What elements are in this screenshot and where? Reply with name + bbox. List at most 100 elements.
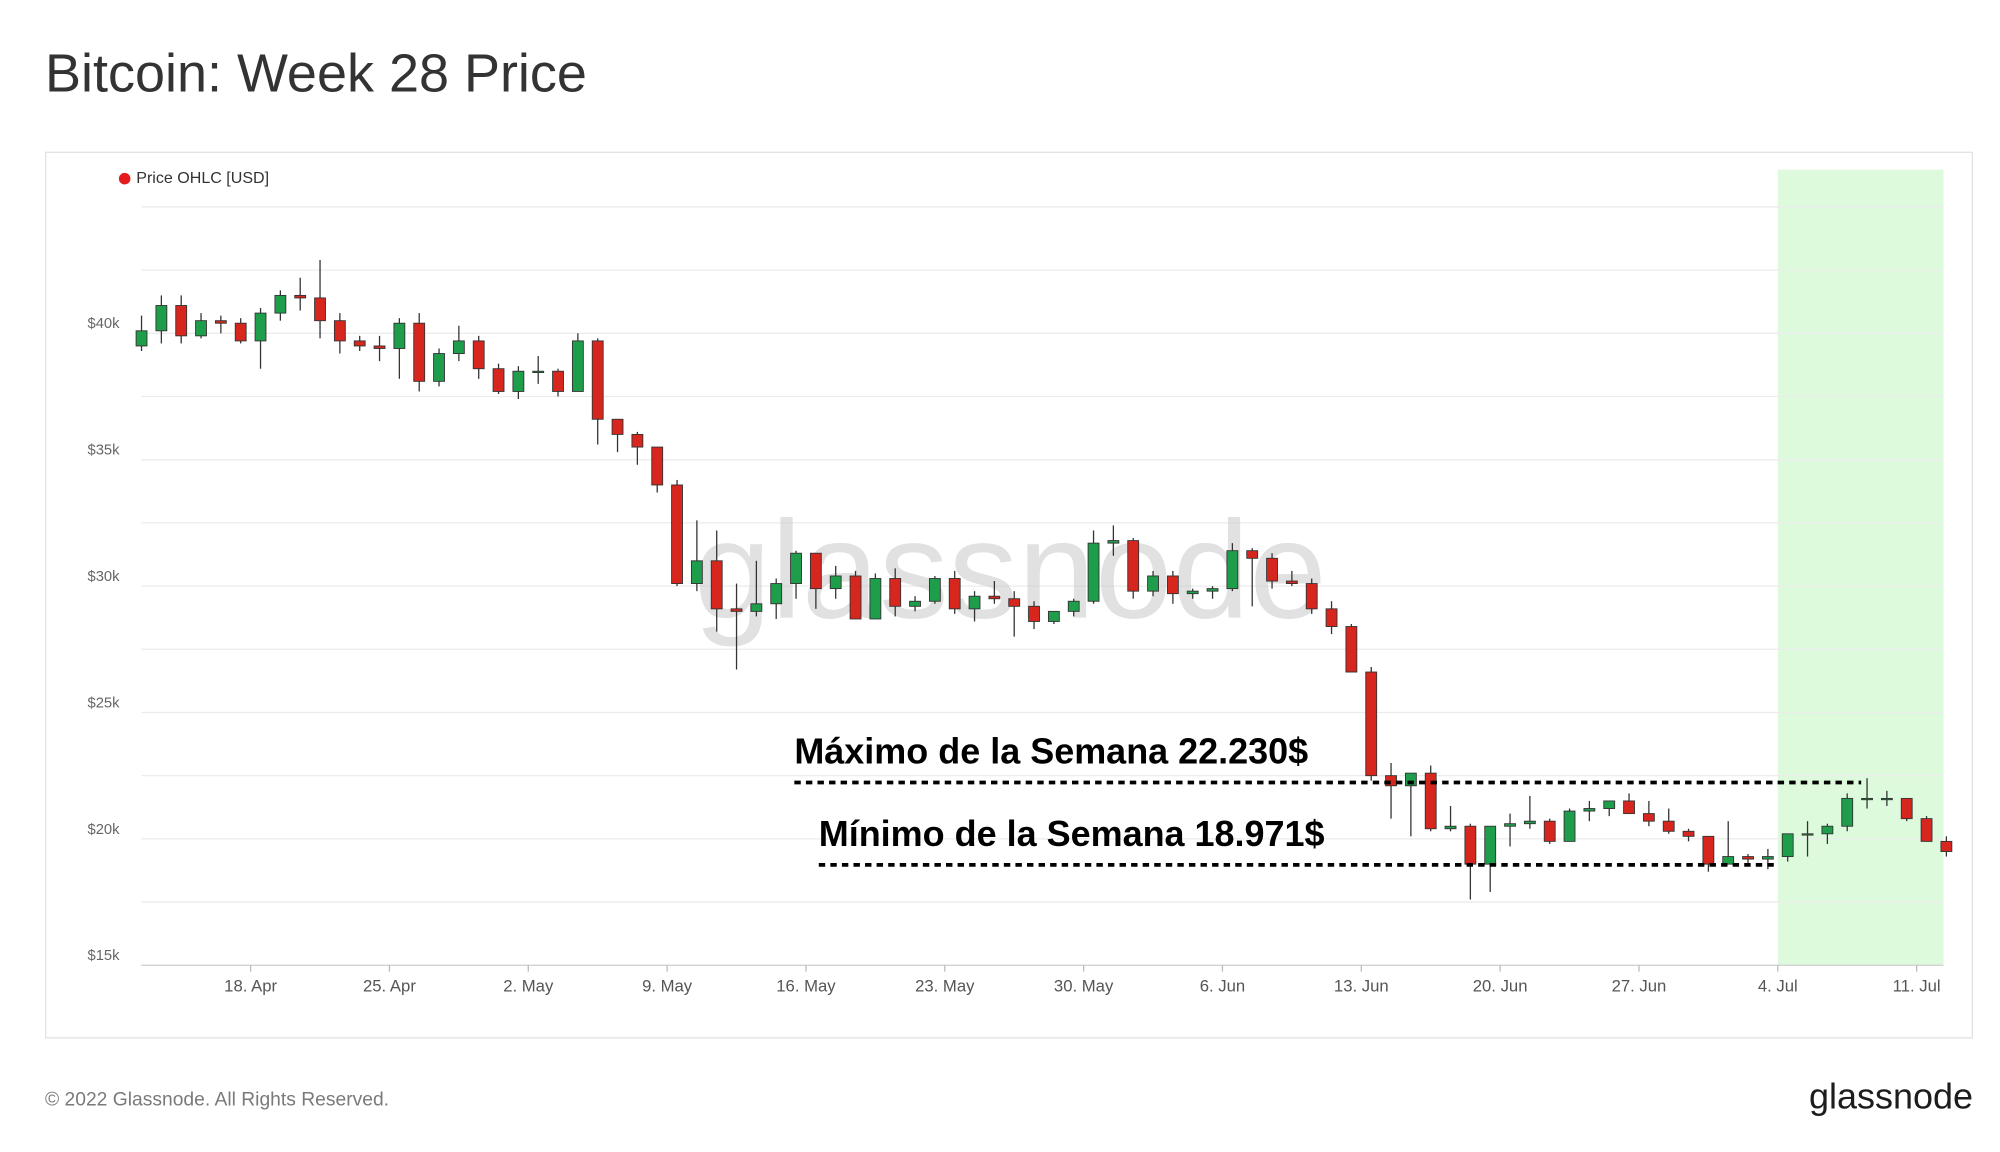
x-tick-label: 11. Jul (1893, 977, 1941, 996)
logo: glassnode (1809, 1075, 1973, 1116)
legend-dot (118, 172, 131, 185)
candle-body (214, 320, 227, 324)
candle-body (413, 322, 426, 382)
candle-body (1603, 800, 1616, 809)
candle-body (1900, 797, 1913, 820)
candle-body (333, 320, 346, 342)
highlight-band (1777, 169, 1944, 966)
candle-body (274, 294, 287, 314)
candle-body (1702, 835, 1715, 865)
candle-body (1583, 808, 1596, 812)
candle-body (1166, 575, 1179, 595)
y-tick-label: $35k (88, 443, 121, 459)
candle-body (314, 297, 326, 322)
annotation-label: Mínimo de la Semana 18.971$ (819, 813, 1325, 854)
candle-body (1543, 820, 1556, 842)
candle-body (353, 340, 366, 347)
candle-body (1722, 856, 1735, 865)
candle-body (1424, 772, 1437, 830)
candle-body (1067, 600, 1080, 612)
candle-body (869, 578, 882, 620)
candle-body (175, 305, 188, 337)
candle-body (928, 578, 941, 602)
candle-body (1801, 833, 1814, 836)
candle-body (710, 560, 723, 610)
candle-body (1504, 823, 1516, 827)
candle-body (512, 370, 525, 392)
annotation-label: Máximo de la Semana 22.230$ (794, 731, 1308, 772)
candle-body (1365, 671, 1378, 777)
candle-body (1623, 800, 1635, 815)
candle-body (1642, 813, 1655, 822)
candle-body (155, 305, 168, 332)
candle-body (135, 330, 148, 347)
candle-body (1186, 590, 1199, 595)
y-tick-label: $40k (88, 316, 121, 332)
candle-body (393, 322, 406, 349)
candle-body (294, 294, 307, 299)
candle-body (790, 552, 802, 585)
candle-body (1047, 610, 1060, 622)
footer: © 2022 Glassnode. All Rights Reserved. (45, 1089, 389, 1110)
x-tick-label: 18. Apr (224, 977, 277, 996)
candle-body (552, 370, 564, 392)
candle-body (472, 340, 485, 370)
candle-body (532, 370, 545, 373)
candle-body (571, 340, 584, 392)
chart-title: Bitcoin: Week 28 Price (45, 43, 587, 103)
y-tick-label: $25k (88, 695, 121, 711)
candle-body (1266, 557, 1278, 582)
candle-body (1484, 825, 1497, 865)
candle-body (1107, 540, 1120, 544)
candle-body (195, 320, 207, 337)
candle-body (1285, 580, 1298, 585)
candle-body (1246, 550, 1259, 559)
y-tick-label: $15k (88, 948, 121, 964)
candle-body (1861, 797, 1873, 801)
candle-body (1662, 820, 1675, 832)
candle-body (1147, 575, 1159, 592)
y-tick-label: $20k (88, 822, 121, 838)
candle-body (1523, 820, 1536, 825)
candle-body (631, 433, 644, 448)
candle-body (1841, 797, 1854, 827)
candle-body (730, 608, 743, 612)
candle-body (254, 312, 267, 342)
candle-body (889, 578, 902, 607)
candle-body (1325, 608, 1338, 627)
candle-body (968, 595, 981, 610)
candle-body (1008, 598, 1021, 607)
candle-body (1087, 542, 1100, 602)
candle-body (849, 575, 862, 620)
candle-body (1305, 583, 1318, 610)
y-tick-label: $30k (88, 569, 121, 585)
x-tick-label: 13. Jun (1334, 977, 1389, 996)
candle-body (433, 353, 445, 382)
x-tick-label: 9. May (642, 977, 693, 996)
candle-body (1028, 605, 1040, 622)
candle-body (1920, 818, 1933, 842)
x-tick-label: 4. Jul (1758, 977, 1798, 996)
x-tick-label: 20. Jun (1473, 977, 1528, 996)
x-tick-label: 27. Jun (1612, 977, 1667, 996)
candle-body (1206, 588, 1219, 592)
candle-body (948, 578, 961, 610)
candle-body (690, 560, 703, 585)
candle-body (829, 575, 842, 590)
x-tick-label: 6. Jun (1200, 977, 1245, 996)
candle-body (1880, 797, 1893, 801)
candle-body (1940, 840, 1953, 852)
candle-body (1742, 856, 1754, 860)
candle-body (1761, 856, 1774, 860)
candle-body (1226, 550, 1239, 590)
x-tick-label: 23. May (915, 977, 975, 996)
candle-body (1464, 825, 1477, 865)
x-tick-label: 16. May (776, 977, 836, 996)
candle-body (770, 583, 783, 605)
candle-body (1781, 833, 1794, 858)
candle-body (909, 600, 921, 607)
x-tick-label: 25. Apr (363, 977, 416, 996)
candle-body (1444, 825, 1457, 830)
